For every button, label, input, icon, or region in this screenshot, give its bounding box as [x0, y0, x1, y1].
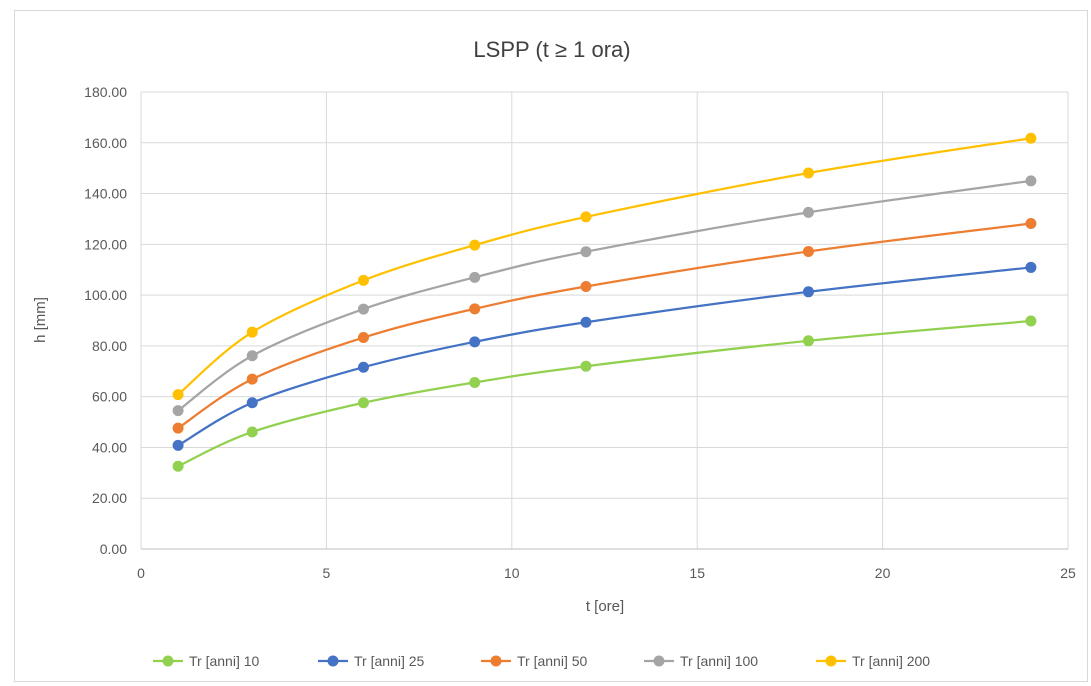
gridlines — [140, 91, 1069, 550]
data-point — [357, 303, 369, 315]
series-line — [177, 222, 1032, 430]
legend-swatch-marker — [490, 655, 502, 667]
chart-title: LSPP (t ≥ 1 ora) — [473, 37, 630, 62]
legend-swatch-marker — [327, 655, 339, 667]
series-1 — [172, 261, 1037, 451]
series-3 — [172, 175, 1037, 417]
x-tick-label: 0 — [137, 565, 145, 581]
y-axis-ticks: 0.00 20.00 40.00 60.00 80.00 100.00 120.00 140.… — [84, 84, 127, 557]
data-point — [580, 246, 592, 258]
data-point — [469, 303, 481, 315]
data-point — [1025, 218, 1037, 230]
data-point — [802, 286, 814, 298]
data-point — [172, 405, 184, 417]
data-point — [357, 397, 369, 409]
legend-item: Tr [anni] 25 — [318, 653, 425, 669]
y-tick-label: 120.00 — [84, 236, 127, 252]
data-point — [172, 389, 184, 401]
legend-label: Tr [anni] 100 — [680, 653, 758, 669]
data-point — [172, 422, 184, 434]
series-lines — [172, 132, 1037, 472]
x-axis-ticks: 0 5 10 15 20 25 — [137, 565, 1076, 581]
series-line — [177, 179, 1032, 412]
legend: Tr [anni] 10 Tr [anni] 25 Tr [anni] 50 Tr [… — [153, 653, 930, 669]
data-point — [357, 361, 369, 373]
y-tick-label: 0.00 — [100, 541, 127, 557]
data-point — [802, 167, 814, 179]
y-tick-label: 40.00 — [92, 439, 127, 455]
data-point — [802, 245, 814, 257]
data-point — [1025, 261, 1037, 273]
y-tick-label: 80.00 — [92, 338, 127, 354]
series-line — [177, 266, 1032, 447]
legend-label: Tr [anni] 25 — [354, 653, 425, 669]
series-line — [177, 319, 1032, 468]
legend-swatch-marker — [162, 655, 174, 667]
x-tick-label: 25 — [1060, 565, 1076, 581]
data-point — [580, 316, 592, 328]
y-tick-label: 20.00 — [92, 490, 127, 506]
legend-swatch-marker — [653, 655, 665, 667]
y-axis-label: h [mm] — [32, 297, 49, 343]
data-point — [802, 335, 814, 347]
series-line — [177, 137, 1032, 396]
data-point — [1025, 175, 1037, 187]
legend-swatch-marker — [825, 655, 837, 667]
y-tick-label: 160.00 — [84, 135, 127, 151]
data-point — [1025, 315, 1037, 327]
x-tick-label: 20 — [875, 565, 891, 581]
data-point — [580, 211, 592, 223]
data-point — [469, 336, 481, 348]
data-point — [246, 397, 258, 409]
data-point — [469, 376, 481, 388]
data-point — [469, 239, 481, 251]
legend-label: Tr [anni] 200 — [852, 653, 930, 669]
legend-label: Tr [anni] 50 — [517, 653, 588, 669]
y-tick-label: 180.00 — [84, 84, 127, 100]
data-point — [357, 332, 369, 344]
x-tick-label: 15 — [689, 565, 705, 581]
legend-item: Tr [anni] 200 — [816, 653, 930, 669]
data-point — [172, 460, 184, 472]
data-point — [1025, 132, 1037, 144]
y-tick-label: 60.00 — [92, 389, 127, 405]
legend-label: Tr [anni] 10 — [189, 653, 260, 669]
y-tick-label: 100.00 — [84, 287, 127, 303]
legend-item: Tr [anni] 50 — [481, 653, 588, 669]
data-point — [802, 206, 814, 218]
legend-item: Tr [anni] 10 — [153, 653, 260, 669]
x-tick-label: 10 — [504, 565, 520, 581]
data-point — [580, 280, 592, 292]
series-4 — [172, 132, 1037, 401]
data-point — [469, 271, 481, 283]
series-0 — [172, 315, 1037, 472]
data-point — [246, 326, 258, 338]
data-point — [357, 274, 369, 286]
data-point — [246, 426, 258, 438]
y-tick-label: 140.00 — [84, 186, 127, 202]
legend-item: Tr [anni] 100 — [644, 653, 758, 669]
series-2 — [172, 218, 1037, 434]
data-point — [246, 350, 258, 362]
x-tick-label: 5 — [323, 565, 331, 581]
data-point — [580, 360, 592, 372]
x-axis-label: t [ore] — [586, 598, 624, 615]
data-point — [172, 439, 184, 451]
data-point — [246, 373, 258, 385]
